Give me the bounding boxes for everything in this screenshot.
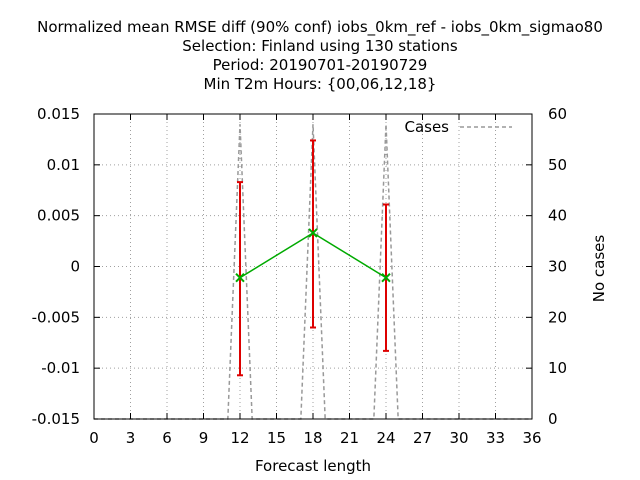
chart-title: Normalized mean RMSE diff (90% conf) iob… (37, 18, 603, 93)
x-tick-label: 21 (340, 429, 359, 447)
y-tick-label: -0.005 (32, 308, 80, 326)
x-tick-label: 27 (413, 429, 432, 447)
x-axis: 0 3 6 9 12 15 18 21 24 27 30 33 36 (89, 114, 542, 447)
y2-tick-label: 30 (548, 258, 567, 276)
y-tick-label: 0 (70, 258, 80, 276)
data-point (235, 272, 245, 283)
title-line: Selection: Finland using 130 stations (182, 37, 458, 55)
y2-axis-label: No cases (590, 235, 608, 303)
point-marker (235, 272, 245, 283)
cases-line (94, 124, 532, 420)
y2-tick-label: 0 (548, 410, 558, 428)
series-layer (235, 228, 391, 283)
y2-tick-label: 20 (548, 308, 567, 326)
cases-layer (94, 124, 532, 420)
x-tick-label: 30 (449, 429, 468, 447)
x-tick-label: 18 (303, 429, 322, 447)
x-tick-label: 24 (376, 429, 395, 447)
legend-label: Cases (404, 118, 449, 136)
title-line: Min T2m Hours: {00,06,12,18} (204, 75, 437, 93)
title-line: Normalized mean RMSE diff (90% conf) iob… (37, 18, 603, 37)
y2-tick-label: 50 (548, 156, 567, 174)
y-tick-label: 0.005 (37, 207, 80, 225)
x-tick-label: 6 (162, 429, 172, 447)
y2-tick-label: 10 (548, 359, 567, 377)
y-axis-left: 0.015 0.01 0.005 0 -0.005 -0.01 -0.015 (32, 105, 100, 428)
y-tick-label: 0.01 (47, 156, 80, 174)
error-bars (237, 139, 389, 377)
x-tick-label: 0 (89, 429, 99, 447)
y-tick-label: 0.015 (37, 105, 80, 123)
x-tick-label: 3 (126, 429, 136, 447)
data-point (308, 228, 318, 238)
y-tick-label: -0.015 (32, 410, 80, 428)
x-tick-label: 15 (267, 429, 286, 447)
point-marker (308, 228, 318, 238)
x-tick-label: 36 (522, 429, 541, 447)
data-point (381, 272, 391, 283)
legend: Cases (404, 118, 512, 136)
y-axis-right: 60 50 40 30 20 10 0 (526, 105, 567, 428)
x-tick-label: 12 (230, 429, 249, 447)
y-tick-label: -0.01 (41, 359, 80, 377)
x-axis-label: Forecast length (255, 457, 371, 475)
title-line: Period: 20190701-20190729 (213, 56, 428, 74)
y2-tick-label: 40 (548, 207, 567, 225)
x-tick-label: 33 (486, 429, 505, 447)
y2-tick-label: 60 (548, 105, 567, 123)
point-marker (381, 272, 391, 283)
x-tick-label: 9 (199, 429, 209, 447)
